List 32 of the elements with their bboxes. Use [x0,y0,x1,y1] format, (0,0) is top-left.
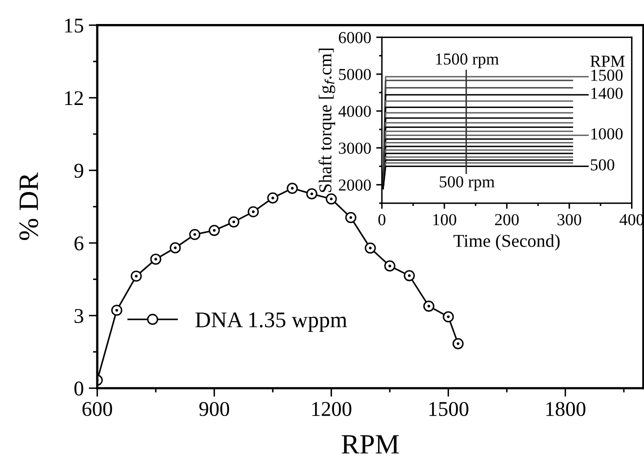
annotation: 1500 rpm [436,53,499,68]
x-axis-title: Time (Second) [454,234,560,251]
y-tick-label: 3000 [338,142,371,154]
y-tick-label: 2000 [338,179,371,191]
legend-label: DNA 1.35 wppm [195,312,347,332]
y-tick-label: 6000 [338,32,371,44]
annotation: 500 rpm [440,176,495,191]
series-label: 1500 [591,70,623,81]
series-label: 1000 [591,128,623,140]
x-tick-label: 300 [558,214,582,226]
y-tick-label: 9 [74,164,84,178]
y-tick-label: 0 [74,382,84,396]
y-tick-label: 4000 [338,106,371,117]
y-tick-label: 3 [74,309,84,324]
x-tick-label: 100 [433,214,456,226]
y-tick-label: 12 [65,91,83,105]
y-axis-title: % DR [19,172,38,240]
x-tick-label: 200 [495,214,519,226]
x-axis-title: RPM [342,435,399,454]
x-tick-label: 600 [82,402,112,416]
series-label: 1400 [591,88,623,99]
x-tick-label: 900 [199,402,230,416]
legend-title: RPM [590,56,625,67]
y-axis-title: Shaft torque [g$_{f}$.cm] [318,48,336,192]
x-tick-label: 1500 [429,402,468,416]
y-tick-label: 5000 [339,68,371,80]
y-tick-label: 15 [65,18,84,33]
series-label: 500 [590,159,614,170]
x-tick-label: 1800 [546,402,586,416]
x-tick-label: 1200 [312,402,352,416]
y-tick-label: 6 [74,236,84,250]
x-tick-label: 0 [378,214,386,226]
